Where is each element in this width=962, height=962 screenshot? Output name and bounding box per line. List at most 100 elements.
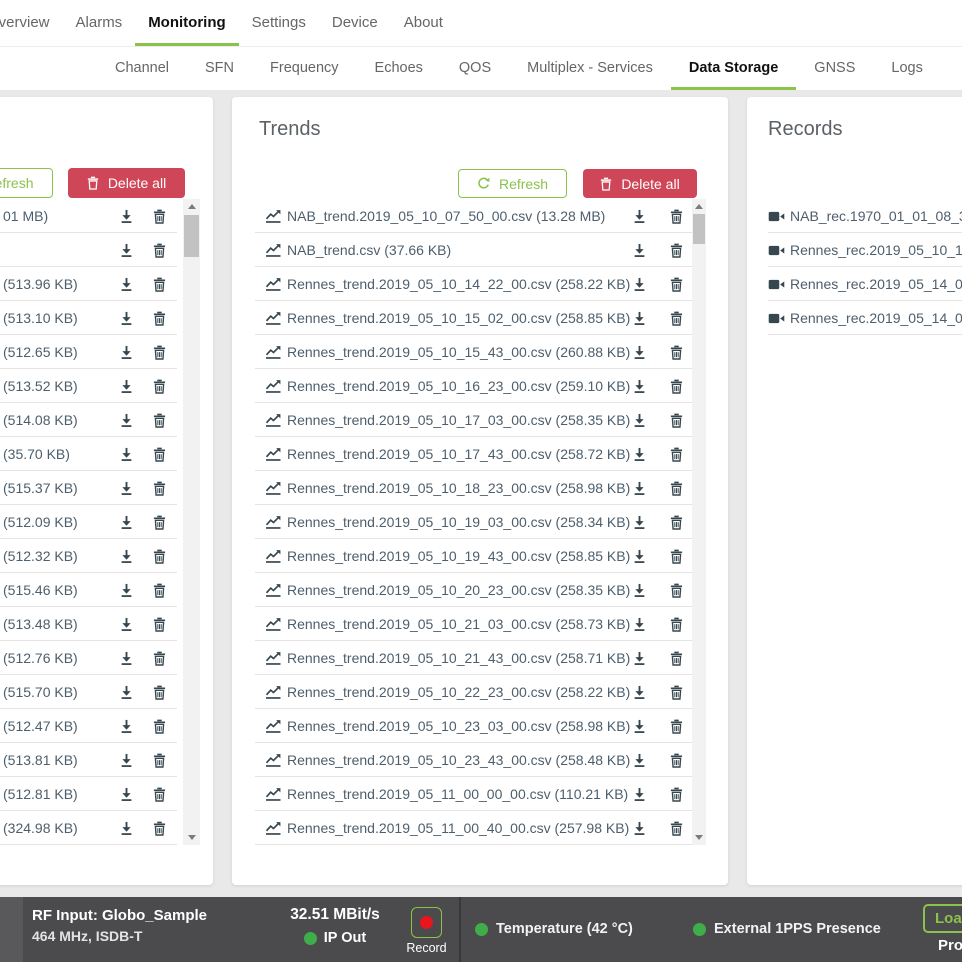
trash-icon[interactable] xyxy=(670,617,683,632)
scroll-down-icon[interactable] xyxy=(183,831,200,845)
tab-frequency[interactable]: Frequency xyxy=(270,60,339,76)
download-icon[interactable] xyxy=(119,379,134,394)
download-icon[interactable] xyxy=(119,277,134,292)
trash-icon[interactable] xyxy=(153,413,166,428)
trash-icon[interactable] xyxy=(153,617,166,632)
scrollbar-thumb[interactable] xyxy=(693,214,705,244)
left-panel-delete-all-button[interactable]: Delete all xyxy=(68,168,185,198)
download-icon[interactable] xyxy=(119,821,134,836)
tab-logs[interactable]: Logs xyxy=(891,60,923,76)
download-icon[interactable] xyxy=(119,311,134,326)
trash-icon[interactable] xyxy=(670,311,683,326)
load-button[interactable]: Load xyxy=(923,904,962,933)
download-icon[interactable] xyxy=(632,243,647,258)
download-icon[interactable] xyxy=(632,481,647,496)
download-icon[interactable] xyxy=(632,583,647,598)
scroll-up-icon[interactable] xyxy=(692,199,706,213)
tab-data-storage[interactable]: Data Storage xyxy=(670,47,797,90)
trash-icon[interactable] xyxy=(670,685,683,700)
download-icon[interactable] xyxy=(119,413,134,428)
nav-item-device[interactable]: Device xyxy=(331,14,378,31)
record-button[interactable] xyxy=(411,907,442,938)
download-icon[interactable] xyxy=(119,787,134,802)
trash-icon[interactable] xyxy=(153,209,166,224)
download-icon[interactable] xyxy=(119,345,134,360)
download-icon[interactable] xyxy=(632,549,647,564)
trash-icon[interactable] xyxy=(670,821,683,836)
scrollbar-thumb[interactable] xyxy=(184,215,199,257)
trash-icon[interactable] xyxy=(670,345,683,360)
trash-icon[interactable] xyxy=(153,243,166,258)
trash-icon[interactable] xyxy=(153,277,166,292)
download-icon[interactable] xyxy=(632,277,647,292)
download-icon[interactable] xyxy=(119,447,134,462)
trash-icon[interactable] xyxy=(153,447,166,462)
download-icon[interactable] xyxy=(632,787,647,802)
trash-icon[interactable] xyxy=(670,651,683,666)
trash-icon[interactable] xyxy=(670,209,683,224)
trash-icon[interactable] xyxy=(153,515,166,530)
trash-icon[interactable] xyxy=(670,277,683,292)
download-icon[interactable] xyxy=(119,719,134,734)
download-icon[interactable] xyxy=(632,515,647,530)
trends-delete-all-button[interactable]: Delete all xyxy=(583,169,697,198)
trash-icon[interactable] xyxy=(153,583,166,598)
download-icon[interactable] xyxy=(119,583,134,598)
tab-qos[interactable]: QOS xyxy=(458,60,492,76)
download-icon[interactable] xyxy=(632,617,647,632)
nav-item-alarms[interactable]: Alarms xyxy=(75,14,123,31)
download-icon[interactable] xyxy=(632,447,647,462)
scroll-up-icon[interactable] xyxy=(183,199,200,213)
download-icon[interactable] xyxy=(119,515,134,530)
download-icon[interactable] xyxy=(632,753,647,768)
download-icon[interactable] xyxy=(632,413,647,428)
trash-icon[interactable] xyxy=(153,481,166,496)
nav-item-about[interactable]: About xyxy=(403,14,443,31)
download-icon[interactable] xyxy=(632,209,647,224)
download-icon[interactable] xyxy=(119,651,134,666)
download-icon[interactable] xyxy=(632,821,647,836)
trash-icon[interactable] xyxy=(153,753,166,768)
tab-channel[interactable]: Channel xyxy=(115,60,170,76)
download-icon[interactable] xyxy=(119,243,134,258)
download-icon[interactable] xyxy=(632,345,647,360)
download-icon[interactable] xyxy=(119,209,134,224)
trash-icon[interactable] xyxy=(670,583,683,598)
scroll-down-icon[interactable] xyxy=(692,831,706,845)
trash-icon[interactable] xyxy=(670,447,683,462)
tab-echoes[interactable]: Echoes xyxy=(374,60,423,76)
trash-icon[interactable] xyxy=(153,821,166,836)
tab-gnss[interactable]: GNSS xyxy=(814,60,856,76)
tab-multiplex-services[interactable]: Multiplex - Services xyxy=(527,60,653,76)
download-icon[interactable] xyxy=(632,379,647,394)
trash-icon[interactable] xyxy=(153,685,166,700)
trash-icon[interactable] xyxy=(670,481,683,496)
trash-icon[interactable] xyxy=(670,719,683,734)
download-icon[interactable] xyxy=(119,481,134,496)
trash-icon[interactable] xyxy=(670,515,683,530)
download-icon[interactable] xyxy=(119,617,134,632)
nav-item-overview[interactable]: Overview xyxy=(0,14,50,31)
trash-icon[interactable] xyxy=(153,719,166,734)
download-icon[interactable] xyxy=(119,549,134,564)
trash-icon[interactable] xyxy=(153,379,166,394)
trash-icon[interactable] xyxy=(670,549,683,564)
trash-icon[interactable] xyxy=(153,549,166,564)
trash-icon[interactable] xyxy=(670,787,683,802)
left-list-scrollbar[interactable] xyxy=(183,199,200,845)
trash-icon[interactable] xyxy=(670,753,683,768)
download-icon[interactable] xyxy=(632,311,647,326)
trash-icon[interactable] xyxy=(670,379,683,394)
download-icon[interactable] xyxy=(119,753,134,768)
download-icon[interactable] xyxy=(632,651,647,666)
trash-icon[interactable] xyxy=(153,787,166,802)
download-icon[interactable] xyxy=(632,685,647,700)
tab-sfn[interactable]: SFN xyxy=(205,60,235,76)
trash-icon[interactable] xyxy=(670,243,683,258)
trash-icon[interactable] xyxy=(153,311,166,326)
trash-icon[interactable] xyxy=(670,413,683,428)
trends-list-scrollbar[interactable] xyxy=(692,199,706,845)
nav-item-settings[interactable]: Settings xyxy=(251,14,306,31)
nav-item-monitoring[interactable]: Monitoring xyxy=(135,0,239,46)
trash-icon[interactable] xyxy=(153,651,166,666)
